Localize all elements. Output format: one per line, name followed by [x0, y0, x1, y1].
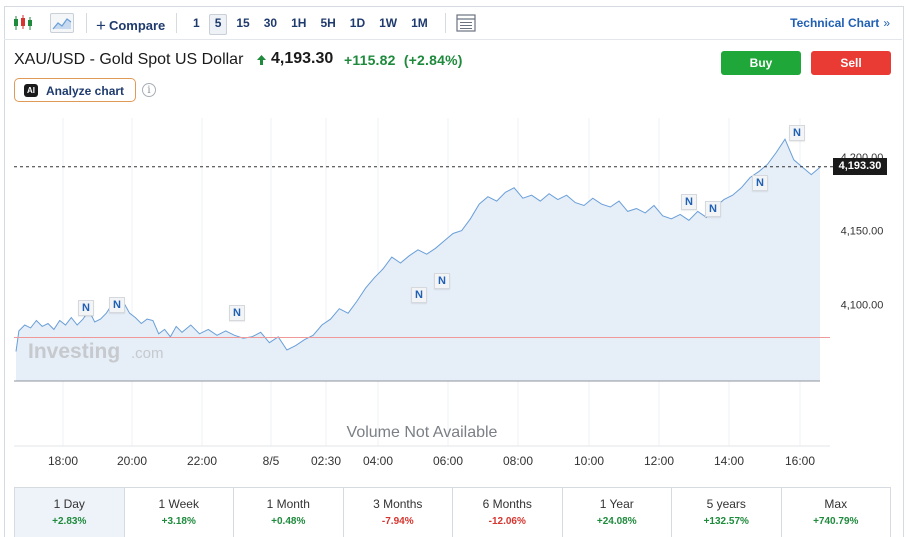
- plus-icon: +: [96, 16, 106, 35]
- performance-periods: 1 Day +2.83% 1 Week +3.18% 1 Month +0.48…: [14, 487, 891, 537]
- period-change: -7.94%: [381, 516, 414, 527]
- price-chart[interactable]: 4,100.004,150.004,200.00 18:0020:0022:00…: [0, 0, 910, 480]
- price-area-fill: [16, 139, 820, 381]
- interval-15[interactable]: 15: [236, 16, 250, 30]
- change-value: +115.82: [344, 52, 396, 68]
- news-marker[interactable]: N: [752, 175, 768, 191]
- period-label: 3 Months: [373, 497, 423, 511]
- technical-chart-link[interactable]: Technical Chart»: [790, 16, 890, 30]
- period-label: 1 Week: [158, 497, 199, 511]
- x-axis: 18:00 20:00 22:00 8/5 02:30 04:00 06:00 08:00 10…: [48, 454, 815, 468]
- period-change: +740.79%: [813, 516, 859, 527]
- period-change: +3.18%: [161, 516, 196, 527]
- compare-button[interactable]: + Compare: [96, 15, 165, 35]
- y-tick-label: 4,150.00: [841, 226, 884, 238]
- period-label: 5 years: [706, 497, 746, 511]
- interval-1[interactable]: 1: [193, 16, 200, 30]
- toolbar-divider: [176, 13, 177, 33]
- analyze-chart-label: Analyze chart: [46, 84, 125, 98]
- period-change: +132.57%: [703, 516, 749, 527]
- x-tick-label: 02:30: [311, 454, 341, 468]
- period-1-year[interactable]: 1 Year +24.08%: [563, 488, 672, 537]
- period-change: +24.08%: [596, 516, 637, 527]
- technical-chart-label: Technical Chart: [790, 16, 880, 30]
- price-change: +115.82 (+2.84%): [344, 52, 463, 68]
- volume-not-available: Volume Not Available: [347, 424, 498, 441]
- x-tick-label: 8/5: [263, 454, 280, 468]
- toolbar-divider: [86, 13, 87, 33]
- news-marker[interactable]: N: [434, 273, 450, 289]
- news-marker[interactable]: N: [229, 305, 245, 321]
- watermark-brand: Investing: [28, 340, 120, 363]
- last-price: 4,193.30: [271, 50, 334, 67]
- candlestick-icon[interactable]: [12, 13, 34, 33]
- period-change: -12.06%: [488, 516, 526, 527]
- watermark-suffix: .com: [131, 345, 164, 362]
- buy-button[interactable]: Buy: [721, 51, 801, 75]
- y-tick-label: 4,100.00: [841, 299, 884, 311]
- instrument-title: XAU/USD - Gold Spot US Dollar: [14, 51, 244, 68]
- period-max[interactable]: Max +740.79%: [782, 488, 891, 537]
- interval-30[interactable]: 30: [263, 16, 278, 30]
- x-tick-label: 08:00: [503, 454, 533, 468]
- current-price-tag: 4,193.30: [833, 158, 887, 176]
- sell-button[interactable]: Sell: [811, 51, 891, 75]
- x-tick-label: 18:00: [48, 454, 78, 468]
- interval-selector: 1 5 15 30 1H 5H 1D 1W 1M: [188, 14, 437, 35]
- period-1-day[interactable]: 1 Day +2.83%: [15, 488, 125, 537]
- x-tick-label: 16:00: [785, 454, 815, 468]
- period-label: 1 Month: [266, 497, 310, 511]
- chart-widget-frame: [4, 6, 904, 537]
- news-marker[interactable]: N: [109, 297, 125, 313]
- period-change: +2.83%: [52, 516, 87, 527]
- x-tick-label: 20:00: [117, 454, 147, 468]
- area-chart-icon[interactable]: [50, 13, 74, 33]
- news-marker[interactable]: N: [78, 300, 94, 316]
- up-arrow-icon: [256, 53, 267, 71]
- period-label: Max: [824, 497, 848, 511]
- interval-1m[interactable]: 1M: [411, 16, 428, 30]
- period-1-week[interactable]: 1 Week +3.18%: [125, 488, 234, 537]
- news-marker[interactable]: N: [789, 125, 805, 141]
- x-tick-label: 04:00: [363, 454, 393, 468]
- period-change: +0.48%: [271, 516, 306, 527]
- x-tick-label: 22:00: [187, 454, 217, 468]
- period-label: 1 Day: [53, 497, 85, 511]
- period-3-months[interactable]: 3 Months -7.94%: [344, 488, 453, 537]
- interval-5[interactable]: 5: [208, 14, 228, 35]
- compare-label: Compare: [108, 18, 166, 33]
- x-tick-label: 14:00: [714, 454, 744, 468]
- period-label: 6 Months: [482, 497, 532, 511]
- chart-toolbar: + Compare 1 5 15 30 1H 5H 1D 1W 1M Techni…: [4, 7, 902, 40]
- interval-1w[interactable]: 1W: [379, 16, 398, 30]
- x-tick-label: 12:00: [644, 454, 674, 468]
- news-marker[interactable]: N: [681, 194, 697, 210]
- interval-1d[interactable]: 1D: [349, 16, 366, 30]
- period-label: 1 Year: [599, 497, 634, 511]
- interval-1h[interactable]: 1H: [291, 16, 307, 30]
- ai-icon: AI: [24, 84, 38, 97]
- analyze-chart-button[interactable]: AI Analyze chart: [14, 78, 136, 102]
- period-1-month[interactable]: 1 Month +0.48%: [234, 488, 344, 537]
- x-tick-label: 06:00: [433, 454, 463, 468]
- change-percent: (+2.84%): [403, 52, 463, 68]
- news-marker[interactable]: N: [411, 287, 427, 303]
- period-6-months[interactable]: 6 Months -12.06%: [453, 488, 563, 537]
- double-chevron-right-icon: »: [883, 16, 890, 30]
- interval-5h[interactable]: 5H: [320, 16, 336, 30]
- news-marker[interactable]: N: [705, 201, 721, 217]
- table-view-icon[interactable]: [455, 13, 477, 33]
- toolbar-divider: [445, 13, 446, 33]
- y-axis: 4,100.004,150.004,200.00: [841, 152, 884, 311]
- period-5-years[interactable]: 5 years +132.57%: [672, 488, 782, 537]
- info-icon[interactable]: i: [142, 83, 156, 97]
- x-tick-label: 10:00: [574, 454, 604, 468]
